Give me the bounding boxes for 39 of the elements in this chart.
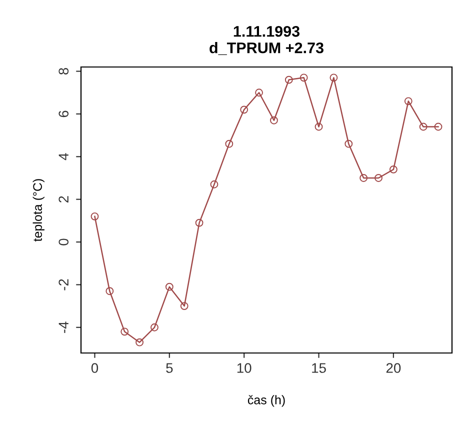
point bbox=[284, 76, 293, 84]
point bbox=[360, 174, 368, 182]
point bbox=[270, 116, 278, 124]
point bbox=[165, 282, 174, 291]
point bbox=[314, 122, 323, 131]
point bbox=[106, 287, 114, 296]
point bbox=[255, 88, 263, 97]
y-tick-label: 6 bbox=[58, 110, 69, 118]
point bbox=[374, 174, 382, 182]
y-tick-label: 0 bbox=[58, 238, 69, 246]
point bbox=[344, 140, 353, 148]
point bbox=[419, 122, 428, 131]
y-tick-label: 2 bbox=[58, 196, 68, 202]
point bbox=[330, 74, 338, 82]
point bbox=[300, 74, 308, 82]
x-axis-title: čas (h) bbox=[248, 395, 285, 407]
y-axis-title: teplota (°C) bbox=[32, 179, 44, 242]
chart-title: 1.11.1993 d_TPRUM +2.73 bbox=[210, 26, 324, 55]
point bbox=[136, 338, 144, 346]
point bbox=[120, 328, 129, 336]
y-tick-label: 4 bbox=[58, 153, 68, 160]
y-tick-label: -2 bbox=[58, 279, 68, 290]
point bbox=[150, 323, 158, 332]
point bbox=[240, 106, 248, 114]
x-tick-label: 20 bbox=[386, 363, 401, 373]
point bbox=[404, 97, 412, 106]
point bbox=[389, 165, 398, 174]
y-tick-label: 8 bbox=[58, 68, 69, 75]
point bbox=[90, 212, 99, 220]
point bbox=[434, 122, 442, 131]
point bbox=[225, 140, 234, 148]
x-tick-label: 0 bbox=[91, 363, 98, 373]
point bbox=[180, 302, 188, 310]
x-tick-label: 15 bbox=[312, 363, 326, 373]
x-tick-label: 5 bbox=[166, 363, 173, 373]
y-tick-label: -4 bbox=[58, 322, 68, 333]
point bbox=[210, 180, 218, 188]
x-tick-label: 10 bbox=[237, 363, 252, 373]
point bbox=[195, 218, 204, 227]
